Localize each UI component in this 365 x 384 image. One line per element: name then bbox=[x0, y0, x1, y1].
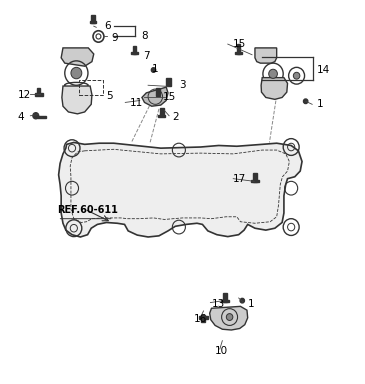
Polygon shape bbox=[61, 48, 94, 66]
Bar bbox=[223, 293, 227, 302]
Text: 8: 8 bbox=[141, 31, 147, 41]
Text: 13: 13 bbox=[211, 300, 225, 310]
Bar bbox=[131, 52, 138, 54]
Text: 14: 14 bbox=[316, 65, 330, 75]
Polygon shape bbox=[62, 86, 92, 114]
Bar bbox=[91, 15, 95, 23]
Bar bbox=[221, 300, 228, 302]
Text: 5: 5 bbox=[107, 91, 113, 101]
Bar bbox=[132, 46, 136, 54]
Text: 15: 15 bbox=[233, 39, 246, 49]
Text: 17: 17 bbox=[233, 174, 246, 184]
Bar bbox=[237, 45, 241, 54]
Circle shape bbox=[33, 113, 39, 119]
Text: 12: 12 bbox=[18, 90, 31, 100]
Text: 9: 9 bbox=[112, 33, 119, 43]
Text: 3: 3 bbox=[179, 80, 185, 90]
Text: 2: 2 bbox=[172, 112, 179, 122]
Text: REF.60-611: REF.60-611 bbox=[58, 205, 118, 215]
Text: 15: 15 bbox=[162, 93, 176, 103]
Circle shape bbox=[269, 69, 277, 78]
Polygon shape bbox=[142, 87, 168, 106]
Text: 1: 1 bbox=[152, 64, 158, 74]
Bar bbox=[235, 52, 242, 54]
Polygon shape bbox=[210, 306, 248, 330]
Circle shape bbox=[303, 99, 308, 104]
Text: 11: 11 bbox=[130, 98, 143, 108]
Text: 1: 1 bbox=[248, 300, 254, 310]
Bar bbox=[251, 180, 258, 182]
Text: 10: 10 bbox=[215, 346, 228, 356]
Bar bbox=[160, 108, 164, 116]
Polygon shape bbox=[261, 78, 288, 99]
Circle shape bbox=[240, 298, 245, 303]
Text: 1: 1 bbox=[316, 99, 323, 109]
Circle shape bbox=[226, 314, 233, 321]
Bar bbox=[79, 79, 103, 95]
Bar bbox=[166, 78, 170, 86]
Text: 7: 7 bbox=[143, 51, 149, 61]
Circle shape bbox=[293, 72, 300, 79]
Text: 16: 16 bbox=[193, 314, 207, 324]
Circle shape bbox=[151, 68, 156, 72]
Text: 6: 6 bbox=[105, 21, 111, 31]
Bar bbox=[35, 93, 43, 96]
Bar bbox=[36, 116, 46, 118]
Bar bbox=[253, 173, 257, 182]
Bar bbox=[157, 88, 160, 96]
Bar bbox=[201, 315, 205, 323]
Polygon shape bbox=[255, 48, 277, 63]
Bar bbox=[199, 316, 208, 319]
Bar bbox=[37, 88, 40, 94]
Circle shape bbox=[71, 67, 82, 79]
Text: 4: 4 bbox=[18, 111, 24, 121]
Polygon shape bbox=[59, 142, 302, 237]
Bar bbox=[158, 114, 165, 116]
Bar bbox=[90, 21, 96, 23]
